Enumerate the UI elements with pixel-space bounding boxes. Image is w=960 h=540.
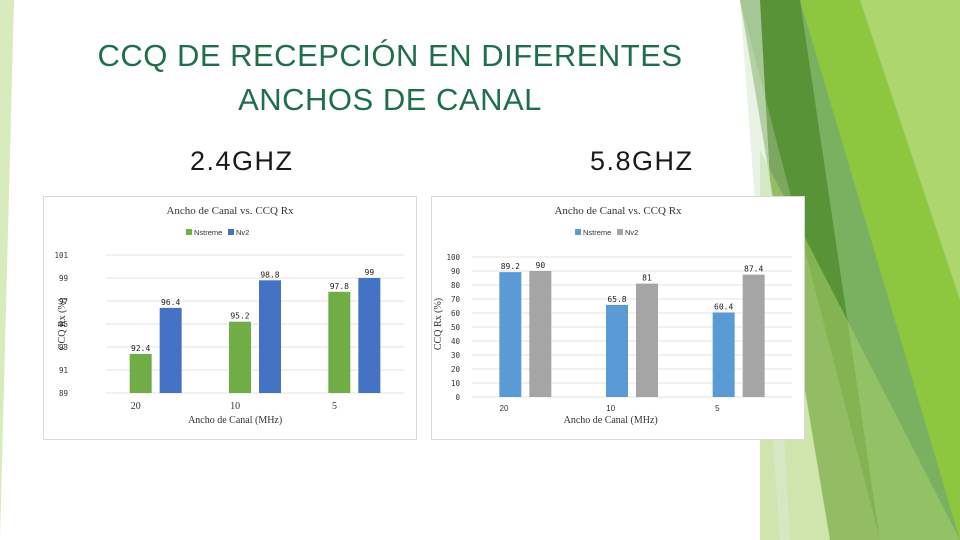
y-tick-label: 20 <box>451 365 461 374</box>
y-tick-label: 90 <box>451 267 461 276</box>
legend-swatch-nstreme <box>186 229 192 235</box>
y-tick-label: 91 <box>59 366 68 375</box>
x-tick-label: 20 <box>131 401 141 412</box>
y-tick-label: 80 <box>451 281 461 290</box>
bar-nstreme-20 <box>129 353 152 393</box>
y-tick-label: 100 <box>446 253 460 262</box>
y-tick-label: 93 <box>59 343 68 352</box>
legend-label-nstreme: Nstreme <box>583 228 611 237</box>
x-tick-label: 5 <box>332 401 337 412</box>
x-axis-label: Ancho de Canal (MHz) <box>564 415 658 426</box>
heading-5-8ghz: 5.8GHZ <box>590 146 694 176</box>
data-label-nv2-20: 96.4 <box>161 298 180 307</box>
y-tick-label: 60 <box>451 309 461 318</box>
chart-title: Ancho de Canal vs. CCQ Rx <box>554 205 682 217</box>
chart-2-4ghz-svg: Ancho de Canal vs. CCQ Rx Nstreme Nv2 89 91 9… <box>54 205 404 426</box>
bar-nstreme-10 <box>606 304 628 397</box>
data-label-nv2-5: 87.4 <box>744 265 763 274</box>
y-tick-label: 70 <box>451 295 461 304</box>
y-tick-label: 10 <box>451 379 461 388</box>
chart-5-8ghz: Ancho de Canal vs. CCQ Rx Nstreme Nv2 0 10 20… <box>431 196 805 440</box>
legend-label-nv2: Nv2 <box>625 228 638 237</box>
y-axis-label: CCQ Rx (%) <box>433 298 444 350</box>
data-label-nv2-10: 81 <box>642 274 652 283</box>
x-tick-label: 20 <box>500 404 509 413</box>
legend-label-nstreme: Nstreme <box>194 228 222 237</box>
legend-swatch-nv2 <box>617 229 623 235</box>
chart-2-4ghz: Ancho de Canal vs. CCQ Rx Nstreme Nv2 89 91 9… <box>43 196 417 440</box>
data-label-nstreme-5: 97.8 <box>330 282 349 291</box>
y-tick-label: 0 <box>455 393 460 402</box>
bar-nstreme-10 <box>229 321 251 393</box>
x-axis-label: Ancho de Canal (MHz) <box>188 415 282 426</box>
y-tick-label: 30 <box>451 351 461 360</box>
data-label-nstreme-10: 95.2 <box>230 312 249 321</box>
heading-2-4ghz: 2.4GHZ <box>190 146 294 176</box>
data-label-nstreme-5: 60.4 <box>714 302 733 311</box>
bar-nv2-5 <box>742 274 765 397</box>
bar-nv2-10 <box>636 283 658 397</box>
data-label-nv2-5: 99 <box>365 268 375 277</box>
bar-nstreme-20 <box>499 272 522 397</box>
data-label-nstreme-10: 65.8 <box>607 295 626 304</box>
x-tick-label: 5 <box>715 404 720 413</box>
data-label-nv2-10: 98.8 <box>260 270 279 279</box>
bar-nv2-20 <box>529 271 552 397</box>
bar-nv2-5 <box>358 278 381 393</box>
y-tick-label: 99 <box>59 274 68 283</box>
y-axis-label: CCQ Rx (%) <box>57 298 68 350</box>
data-label-nstreme-20: 92.4 <box>131 344 150 353</box>
data-label-nstreme-20: 89.2 <box>501 262 520 271</box>
y-tick-label: 89 <box>59 389 68 398</box>
bar-nstreme-5 <box>712 312 735 397</box>
x-tick-label: 10 <box>606 404 615 413</box>
data-label-nv2-20: 90 <box>536 261 546 270</box>
slide-title: CCQ DE RECEPCIÓN EN DIFERENTES ANCHOS DE… <box>97 38 683 117</box>
legend-swatch-nstreme <box>575 229 581 235</box>
bar-nstreme-5 <box>328 291 351 393</box>
y-tick-label: 101 <box>54 251 68 260</box>
y-tick-label: 50 <box>451 323 461 332</box>
legend-swatch-nv2 <box>228 229 234 235</box>
y-tick-label: 95 <box>59 320 68 329</box>
y-tick-label: 40 <box>451 337 461 346</box>
y-tick-label: 97 <box>59 297 68 306</box>
legend-label-nv2: Nv2 <box>236 228 249 237</box>
x-tick-label: 10 <box>230 401 240 412</box>
chart-5-8ghz-svg: Ancho de Canal vs. CCQ Rx Nstreme Nv2 0 10 20… <box>433 205 792 426</box>
bar-nv2-10 <box>259 280 281 393</box>
bar-nv2-20 <box>159 307 182 393</box>
chart-title: Ancho de Canal vs. CCQ Rx <box>166 205 294 217</box>
